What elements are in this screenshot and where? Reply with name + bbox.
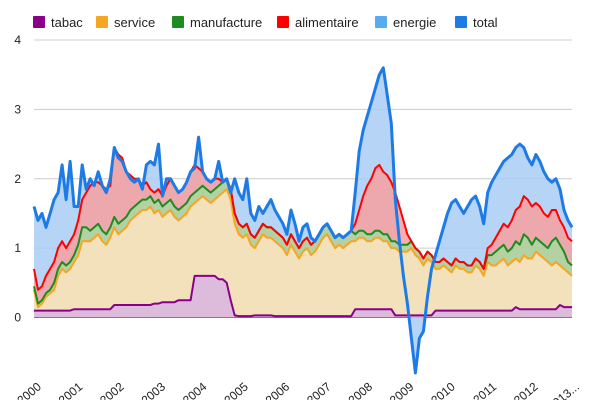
x-tick-label: 2004 [180,379,210,400]
legend-item-tabac[interactable]: tabac [33,15,83,30]
legend-item-total[interactable]: total [455,15,498,30]
line-service [33,188,573,309]
x-tick-label: 2000 [14,379,44,400]
x-tick-label: 2008 [346,379,376,400]
x-tick-label: 2003 [139,379,169,400]
x-axis: 2000 2001 2002 2003 2004 2005 2006 2007 2008 2009… [14,379,582,405]
legend-swatch [375,16,387,28]
legend-label: service [114,15,155,30]
legend-label: energie [393,15,436,30]
y-tick-label: 3 [14,102,21,116]
x-tick-label: 2005 [221,379,251,400]
x-tick-label: 2007 [304,379,334,400]
legend-label: total [473,15,498,30]
area-tabac [34,275,572,318]
y-tick-label: 4 [14,33,21,47]
line-tabac [34,274,572,318]
legend-item-alimentaire[interactable]: alimentaire [277,15,359,30]
line-total [32,66,574,375]
y-tick-label: 0 [14,311,21,325]
series-lines [32,66,574,375]
x-tick-label: 2013... [545,380,582,400]
x-tick-label: 2009 [387,379,417,400]
x-tick-label: 2002 [97,379,127,400]
legend-item-energie[interactable]: energie [375,15,436,30]
legend-swatch [96,16,108,28]
legend-label: manufacture [190,15,262,30]
legend-swatch [172,16,184,28]
y-tick-label: 1 [14,241,21,255]
legend-label: alimentaire [295,15,359,30]
legend-label: tabac [51,15,83,30]
legend-item-service[interactable]: service [96,15,155,30]
legend-swatch [455,16,467,28]
legend-swatch [33,16,45,28]
x-tick-label: 2012 [511,379,541,400]
x-tick-label: 2010 [428,379,458,400]
legend-swatch [277,16,289,28]
x-tick-label: 2006 [263,379,293,400]
x-tick-label: 2001 [56,379,86,400]
y-axis: 0 1 2 3 4 [14,33,21,325]
y-tick-label: 2 [14,172,21,186]
legend: tabac service manufacture alimentaire energi… [33,15,498,30]
series-areas [34,67,572,374]
x-tick-label: 2011 [470,379,499,400]
legend-item-manufacture[interactable]: manufacture [172,15,262,30]
